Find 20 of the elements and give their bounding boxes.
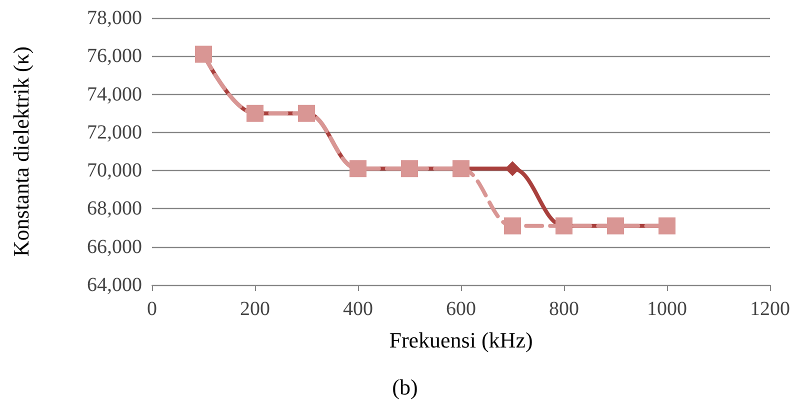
x-tick-label: 1200 [750,298,790,320]
y-tick-label: 68,000 [87,198,142,220]
y-tick-label: 78,000 [87,7,142,29]
y-tick-label: 70,000 [87,160,142,182]
x-tick-label: 800 [549,298,579,320]
y-tick-label: 64,000 [87,274,142,296]
x-tick-label: 400 [343,298,373,320]
x-tick-label: 200 [240,298,270,320]
y-tick-label: 72,000 [87,121,142,144]
y-axis-title: Konstanta dielektrik (κ) [8,46,34,257]
y-tick-label: 66,000 [87,236,142,258]
x-tick-label: 600 [446,298,476,320]
text: (b) [392,374,418,400]
x-tick-label: 1000 [647,298,687,320]
x-axis-title: Frekuensi (kHz) [389,328,533,352]
point [504,217,521,234]
y-tick-label: 76,000 [87,45,142,68]
x-tick-label: 0 [147,298,157,320]
y-tick-label: 74,000 [87,83,142,106]
point [505,161,520,176]
